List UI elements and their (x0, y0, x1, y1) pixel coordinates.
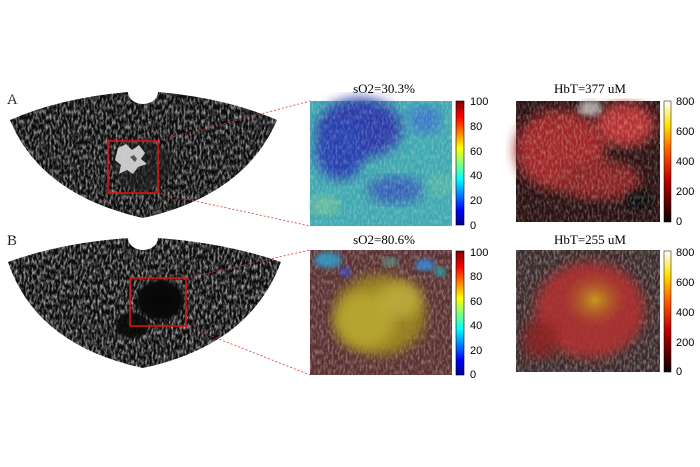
so2-map-b (310, 250, 452, 375)
so2-tick-a-60: 60 (470, 146, 482, 158)
hbt-title-a: HbT=377 uM (554, 81, 626, 96)
ultrasound-image-a (10, 92, 277, 218)
hbt-tick-b-800: 800 (676, 247, 694, 259)
hbt-tick-b-600: 600 (676, 277, 694, 289)
roi-box-a (107, 140, 159, 194)
so2-map-a (310, 98, 454, 226)
so2-colorbar-a: 100 80 60 40 20 0 (455, 96, 488, 232)
so2-tick-b-0: 0 (470, 369, 476, 381)
zoom-line-a-bottom (157, 192, 311, 227)
so2-tick-a-100: 100 (470, 96, 488, 108)
hbt-tick-a-800: 800 (676, 96, 694, 108)
so2-tick-b-80: 80 (470, 271, 482, 283)
so2-tick-a-20: 20 (470, 195, 482, 207)
hbt-tick-b-400: 400 (676, 307, 694, 319)
so2-tick-b-40: 40 (470, 320, 482, 332)
roi-box-b (129, 277, 187, 327)
hbt-title-b: HbT=255 uM (554, 232, 626, 247)
so2-tick-a-0: 0 (470, 220, 476, 232)
so2-tick-b-60: 60 (470, 296, 482, 308)
hbt-colorbar-a: 800 600 400 200 0 (663, 96, 694, 228)
so2-colorbar-b: 100 80 60 40 20 0 (455, 247, 488, 381)
so2-title-b: sO2=80.6% (353, 232, 415, 247)
hbt-map-b (516, 250, 660, 372)
ultrasound-image-b (8, 238, 281, 368)
hbt-tick-b-0: 0 (676, 366, 682, 378)
hbt-tick-a-0: 0 (676, 216, 682, 228)
hbt-tick-a-200: 200 (676, 186, 694, 198)
panel-label-a: A (7, 92, 18, 108)
hbt-map-a (515, 100, 660, 222)
so2-tick-b-100: 100 (470, 247, 488, 259)
hbt-colorbar-b: 800 600 400 200 0 (663, 247, 694, 378)
hbt-tick-b-200: 200 (676, 337, 694, 349)
zoom-line-b-top (185, 249, 311, 279)
so2-title-a: sO2=30.3% (353, 81, 415, 96)
so2-tick-a-40: 40 (470, 170, 482, 182)
so2-tick-a-80: 80 (470, 121, 482, 133)
panel-label-b: B (7, 233, 17, 249)
so2-tick-b-20: 20 (470, 345, 482, 357)
hbt-tick-a-600: 600 (676, 126, 694, 138)
hbt-tick-a-400: 400 (676, 156, 694, 168)
